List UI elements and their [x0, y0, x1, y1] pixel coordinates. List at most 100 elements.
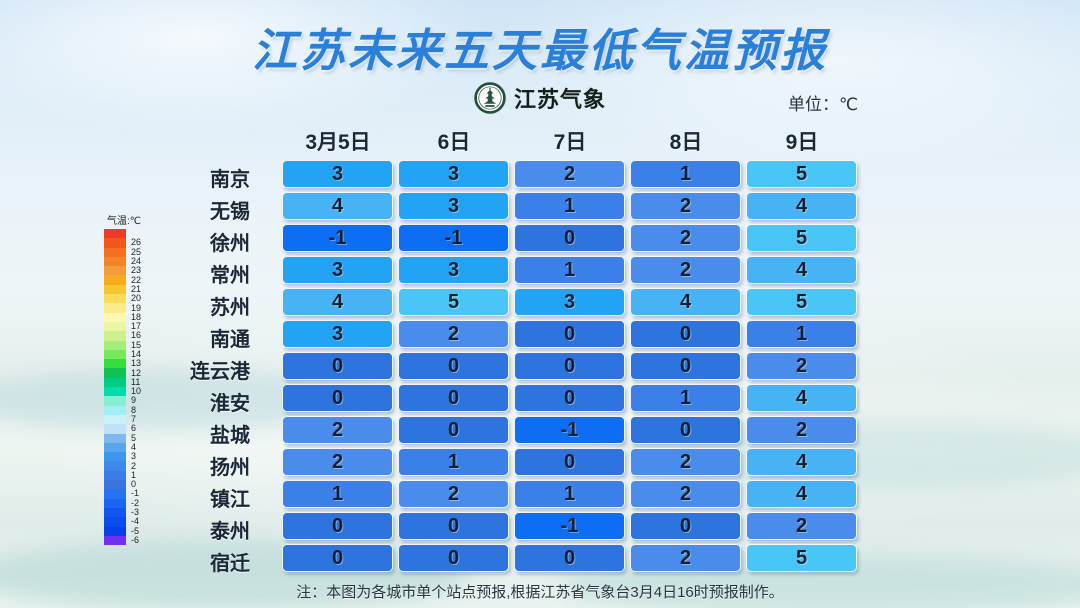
unit-label: 单位：℃ — [788, 95, 859, 114]
colorbar-swatch — [104, 238, 126, 248]
temperature-cell: 2 — [746, 352, 857, 380]
temperature-cell: 1 — [514, 256, 625, 284]
colorbar-label: 3 — [131, 451, 137, 462]
temperature-cell: 0 — [514, 544, 625, 572]
colorbar-entry: 9 — [104, 396, 141, 406]
colorbar-label: 4 — [131, 441, 137, 452]
column-header: 3月5日 — [305, 131, 371, 154]
colorbar-entry: -4 — [104, 516, 141, 527]
temperature-cell: 0 — [282, 352, 393, 380]
colorbar-label: -4 — [131, 516, 140, 527]
footnote: 注：本图为各城市单个站点预报,根据江苏省气象台3月4日16时预报制作。 — [296, 584, 784, 601]
temperature-cell: 2 — [630, 448, 741, 476]
colorbar-label: 17 — [131, 321, 142, 332]
temperature-cell: -1 — [514, 512, 625, 540]
colorbar-swatch — [104, 498, 126, 508]
colorbar-swatch — [104, 321, 126, 332]
temperature-cell: 0 — [514, 224, 625, 252]
city-label: 徐州 — [210, 233, 250, 255]
colorbar-entry: 20 — [104, 293, 142, 304]
temperature-cell: 5 — [746, 544, 857, 572]
colorbar-entry: 2 — [104, 461, 141, 471]
temperature-cell: 0 — [398, 384, 509, 412]
temperature-cell: 0 — [398, 512, 509, 540]
temperature-cell: 2 — [630, 256, 741, 284]
colorbar-label: -2 — [131, 497, 140, 508]
colorbar-swatch — [104, 256, 126, 267]
temperature-cell: 0 — [514, 448, 625, 476]
colorbar-swatch — [104, 507, 126, 518]
temperature-cell: 0 — [630, 352, 741, 380]
temperature-cell: 0 — [630, 416, 741, 444]
colorbar-entry: -5 — [104, 526, 141, 536]
colorbar-label: 6 — [131, 423, 137, 434]
colorbar-swatch — [104, 414, 126, 425]
colorbar-entry: 21 — [104, 284, 141, 295]
colorbar-label: 8 — [131, 404, 137, 415]
city-label: 连云港 — [190, 361, 250, 383]
colorbar-swatch — [104, 517, 126, 527]
colorbar-entry: -3 — [104, 507, 141, 518]
colorbar-label: 1 — [131, 469, 137, 480]
temperature-cell: -1 — [514, 416, 625, 444]
temperature-cell: 0 — [514, 384, 625, 412]
temperature-cell: 5 — [398, 288, 509, 316]
colorbar-entry: 0 — [104, 479, 141, 490]
colorbar-swatch — [104, 489, 126, 499]
colorbar-entry: 8 — [104, 404, 141, 415]
temperature-cell: 0 — [282, 512, 393, 540]
colorbar-entry: -1 — [104, 488, 141, 499]
colorbar-entry: -2 — [104, 497, 141, 508]
colorbar-label: 5 — [131, 432, 137, 443]
colorbar-entry: 6 — [104, 423, 141, 434]
city-label: 苏州 — [210, 297, 250, 319]
colorbar-entry: 12 — [104, 368, 141, 378]
temperature-cell: 2 — [630, 480, 741, 508]
colorbar-label: -1 — [131, 488, 140, 499]
temperature-cell: 2 — [630, 192, 741, 220]
colorbar-label: 26 — [131, 237, 142, 248]
colorbar-swatch — [104, 470, 126, 481]
colorbar-swatch — [104, 396, 126, 406]
colorbar-swatch — [104, 312, 126, 322]
colorbar-swatch — [104, 424, 126, 434]
city-label: 泰州 — [210, 521, 250, 543]
page-title: 江苏未来五天最低气温预报 — [251, 25, 828, 76]
temperature-cell: 4 — [746, 192, 857, 220]
colorbar-swatch — [104, 405, 126, 415]
colorbar-entry: 11 — [104, 377, 141, 388]
colorbar-entry — [104, 229, 141, 239]
city-label: 常州 — [210, 265, 250, 287]
temperature-cell: 2 — [630, 224, 741, 252]
temperature-cell: 0 — [514, 320, 625, 348]
temperature-cell: 3 — [398, 160, 509, 188]
colorbar-label: 23 — [131, 265, 142, 276]
colorbar-label: 25 — [131, 246, 142, 257]
colorbar-swatch — [104, 247, 126, 257]
temperature-cell: 0 — [282, 544, 393, 572]
colorbar-entry: 10 — [104, 386, 142, 397]
temperature-cell: 5 — [746, 160, 857, 188]
colorbar-swatch — [104, 340, 126, 350]
temperature-cell: 4 — [746, 448, 857, 476]
colorbar-swatch — [104, 387, 126, 397]
colorbar-label: 0 — [131, 479, 137, 490]
colorbar-label: 10 — [131, 386, 142, 397]
colorbar-entry: 17 — [104, 321, 142, 332]
column-header: 6日 — [437, 131, 471, 154]
colorbar-label: 13 — [131, 358, 142, 369]
temperature-cell: 3 — [398, 192, 509, 220]
colorbar-label: 19 — [131, 302, 142, 313]
temperature-cell: 3 — [282, 256, 393, 284]
temperature-cell: 0 — [514, 352, 625, 380]
colorbar-label: 7 — [131, 414, 137, 425]
colorbar-entry: 7 — [104, 414, 141, 425]
colorbar-entry: 15 — [104, 340, 141, 350]
colorbar-entry: 4 — [104, 441, 141, 453]
colorbar-label: 24 — [131, 256, 142, 267]
colorbar-entry: 14 — [104, 350, 141, 360]
colorbar-label: 20 — [131, 293, 142, 304]
colorbar-entry: 26 — [104, 237, 142, 248]
city-label: 扬州 — [210, 457, 250, 479]
temperature-cell: 2 — [282, 416, 393, 444]
